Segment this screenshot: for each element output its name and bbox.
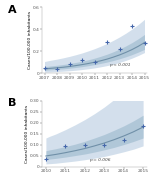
Point [84,143,86,146]
Point [118,47,121,50]
Point [68,63,71,66]
Point [103,143,105,146]
Text: B: B [8,98,17,108]
Point [81,58,83,61]
Point [143,42,146,45]
Y-axis label: Cases/100,000 inhabitants: Cases/100,000 inhabitants [28,11,32,69]
Text: p = 0.006: p = 0.006 [89,158,110,162]
Point [64,144,67,147]
Point [122,139,125,142]
Text: p < 0.001: p < 0.001 [110,63,131,67]
Point [142,125,144,127]
Text: A: A [8,5,17,15]
Point [43,66,46,69]
Y-axis label: Cases/100,000 inhabitants: Cases/100,000 inhabitants [25,105,29,163]
Point [56,67,58,70]
Point [45,157,47,160]
Point [106,41,108,44]
Point [131,24,133,27]
Point [93,61,96,64]
